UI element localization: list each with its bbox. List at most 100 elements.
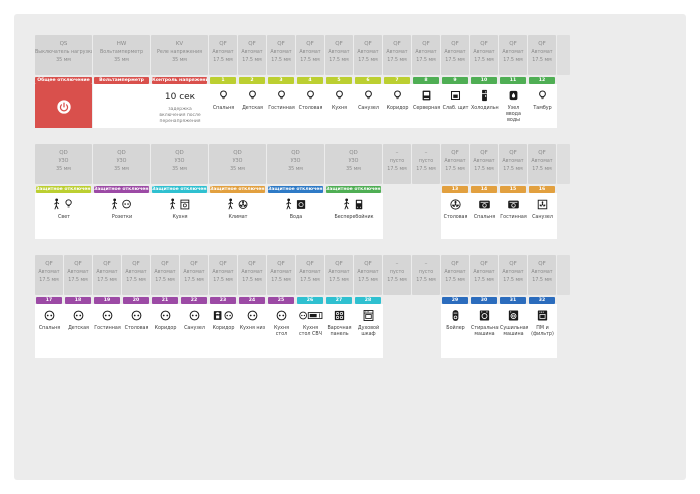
din-module[interactable]: QF Автомат 17.5 мм 10 Холодильник	[470, 35, 505, 128]
module-header: QF Автомат 17.5 мм	[180, 255, 208, 295]
circuit-label: Кухня	[331, 106, 348, 111]
din-module[interactable]: QS Выключатель нагрузки 35 мм Общее отключе…	[35, 35, 93, 128]
din-module[interactable]: QF Автомат 17.5 мм 4 Столовая	[296, 35, 325, 128]
module-body: Узел ввода воды	[499, 84, 528, 128]
module-device: QS	[59, 41, 68, 47]
din-module[interactable]: QD УЗО 35 мм Защитное отключение Вода	[267, 144, 325, 239]
din-module[interactable]: QF Автомат 17.5 мм 28 Духовой шкаф	[354, 255, 383, 358]
din-module[interactable]: QF Автомат 17.5 мм 21 Коридор	[151, 255, 180, 358]
din-module[interactable]: QF Автомат 17.5 мм 30 Стиральная машина	[470, 255, 501, 358]
din-module[interactable]: QF Автомат 17.5 мм 2 Детская	[238, 35, 267, 128]
module-header: QF Автомат 17.5 мм	[325, 255, 353, 295]
socket-icon	[238, 308, 267, 323]
module-body: Варочная панель	[325, 304, 354, 358]
din-module[interactable]: QF Автомат 17.5 мм 18 Детская	[64, 255, 93, 358]
module-device: –	[424, 261, 428, 267]
din-rail-stub	[557, 144, 570, 184]
circuit-badge: 26	[297, 297, 323, 304]
din-module[interactable]: QF Автомат 17.5 мм 8 Серверная	[412, 35, 441, 128]
module-device: –	[424, 150, 428, 156]
din-rail-stub	[557, 35, 570, 75]
din-module[interactable]: QF Автомат 17.5 мм 24 Кухня низ	[238, 255, 267, 358]
module-header: – пусто 17.5 мм	[412, 255, 440, 295]
din-module[interactable]: – пусто 17.5 мм	[383, 144, 412, 184]
lamp-icon	[354, 88, 383, 103]
module-device: QF	[277, 41, 285, 47]
circuit-label: Слаб. щит	[442, 106, 469, 111]
din-module[interactable]: QD УЗО 35 мм Защитное отключение Климат	[209, 144, 267, 239]
din-module[interactable]: QF Автомат 17.5 мм 3 Гостинная	[267, 35, 296, 128]
din-module[interactable]: QF Автомат 17.5 мм 26 Кухня стол СВЧ	[296, 255, 325, 358]
module-body: Кухня низ	[238, 304, 267, 358]
dishwasher-icon	[528, 308, 557, 323]
din-module[interactable]: QF Автомат 17.5 мм 25 Кухня стол	[267, 255, 296, 358]
module-device: QD	[233, 150, 242, 156]
din-module[interactable]: KV Реле напряжения 35 мм Контроль напряжени…	[151, 35, 209, 128]
circuit-label: Коридор	[154, 326, 177, 331]
module-size: 17.5 мм	[445, 167, 465, 172]
module-device: QD	[117, 150, 126, 156]
oven-icon	[354, 308, 383, 323]
din-module[interactable]: QF Автомат 17.5 мм 17 Спальня	[35, 255, 64, 358]
module-device: QF	[306, 41, 314, 47]
din-module[interactable]: QF Автомат 17.5 мм 12 Тамбур	[528, 35, 557, 128]
ac2-icon	[528, 197, 557, 212]
module-header: QF Автомат 17.5 мм	[470, 35, 498, 75]
din-module[interactable]: QF Автомат 17.5 мм 27 Варочная панель	[325, 255, 354, 358]
din-module[interactable]: QF Автомат 17.5 мм 19 Гостинная	[93, 255, 122, 358]
module-header: QD УЗО 35 мм	[209, 144, 266, 184]
circuit-label: Гостинная	[500, 215, 527, 220]
fridge-icon	[470, 88, 499, 103]
din-module[interactable]: QF Автомат 17.5 мм 13 Столовая	[441, 144, 470, 239]
circuit-badge: Защитное отключение	[326, 186, 381, 193]
din-module[interactable]: QF Автомат 17.5 мм 7 Коридор	[383, 35, 412, 128]
module-size: 35 мм	[172, 167, 187, 172]
din-module[interactable]: – пусто 17.5 мм	[383, 255, 412, 295]
din-module[interactable]: QF Автомат 17.5 мм 11 Узел ввода воды	[499, 35, 528, 128]
circuit-badge: 30	[471, 297, 497, 304]
module-body: Коридор	[151, 304, 180, 358]
module-header: QF Автомат 17.5 мм	[151, 255, 179, 295]
module-body: Кухня	[325, 84, 354, 128]
din-module[interactable]: QF Автомат 17.5 мм 23 Коридор	[209, 255, 238, 358]
din-module[interactable]: QF Автомат 17.5 мм 1 Спальня	[209, 35, 238, 128]
din-module[interactable]: HW Вольтамперметр 35 мм Вольтамперметр	[93, 35, 151, 128]
socket-icon	[35, 308, 64, 323]
din-module[interactable]: QF Автомат 17.5 мм 16 Санузел	[528, 144, 557, 239]
module-size: 35 мм	[288, 167, 303, 172]
module-size: 17.5 мм	[474, 58, 494, 63]
circuit-label: Кухня	[172, 215, 188, 220]
circuit-label: Спальня	[38, 326, 61, 331]
din-module[interactable]: QD УЗО 35 мм Защитное отключение Свет	[35, 144, 93, 239]
din-module[interactable]: QF Автомат 17.5 мм 14 Спальня	[470, 144, 499, 239]
circuit-badge: 22	[181, 297, 207, 304]
din-module[interactable]: QF Автомат 17.5 мм 6 Санузел	[354, 35, 383, 128]
circuit-label: Спальня	[212, 106, 235, 111]
person-socket-icon	[93, 197, 151, 212]
module-body: Спальня	[470, 193, 499, 239]
circuit-label: Тамбур	[533, 106, 552, 111]
module-size: 35 мм	[56, 58, 71, 63]
din-module[interactable]: QF Автомат 17.5 мм 29 Бойлер	[441, 255, 470, 358]
module-device: QD	[175, 150, 184, 156]
module-kind: Автомат	[473, 159, 495, 164]
din-module[interactable]: QD УЗО 35 мм Защитное отключение Кухня	[151, 144, 209, 239]
module-header: QF Автомат 17.5 мм	[499, 35, 527, 75]
din-module[interactable]: QF Автомат 17.5 мм 32 ПМ и (фильтр)	[528, 255, 557, 358]
din-module[interactable]: QF Автомат 17.5 мм 31 Сушильная машина	[499, 255, 529, 358]
din-module[interactable]: QD УЗО 35 мм Защитное отключение Розетки	[93, 144, 151, 239]
module-kind: Автомат	[531, 50, 553, 55]
din-module[interactable]: QF Автомат 17.5 мм 9 Слаб. щит	[441, 35, 470, 128]
din-module[interactable]: QF Автомат 17.5 мм 5 Кухня	[325, 35, 354, 128]
module-kind: Автомат	[502, 159, 524, 164]
din-module[interactable]: – пусто 17.5 мм	[412, 144, 441, 184]
din-module[interactable]: QF Автомат 17.5 мм 22 Санузел	[180, 255, 209, 358]
din-module[interactable]: – пусто 17.5 мм	[412, 255, 441, 295]
din-module[interactable]: QD УЗО 35 мм Защитное отключение Бесперебойн…	[325, 144, 383, 239]
module-header: QF Автомат 17.5 мм	[35, 255, 63, 295]
din-module[interactable]: QF Автомат 17.5 мм 15 Гостинная	[499, 144, 528, 239]
module-header: – пусто 17.5 мм	[412, 144, 440, 184]
module-header: QF Автомат 17.5 мм	[441, 255, 469, 295]
din-module[interactable]: QF Автомат 17.5 мм 20 Столовая	[122, 255, 151, 358]
lamp-icon	[267, 88, 296, 103]
